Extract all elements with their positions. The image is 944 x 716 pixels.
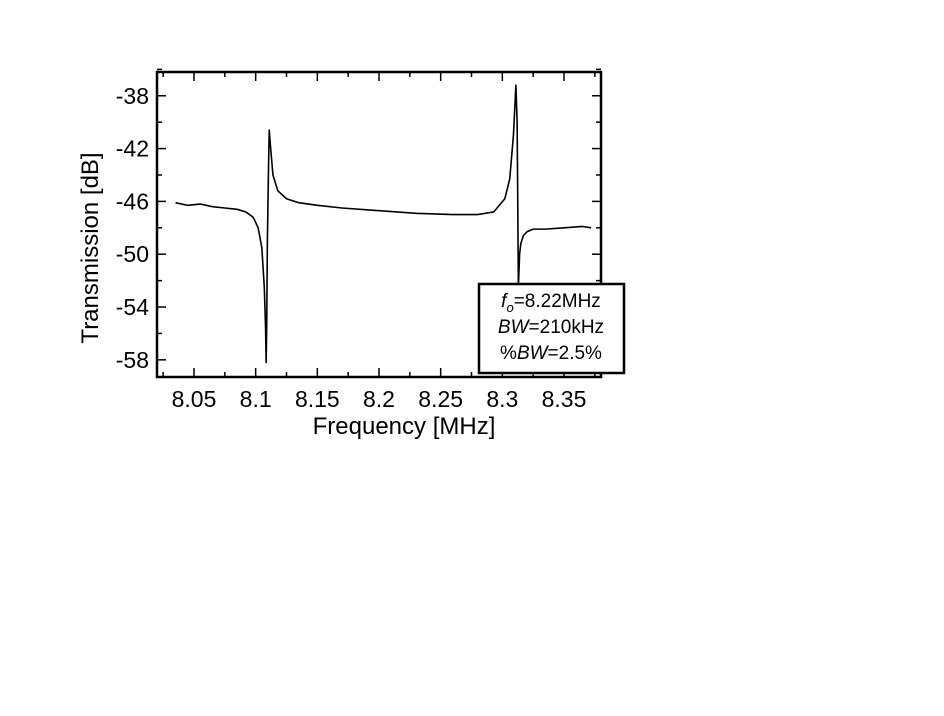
y-tick-label: -54 [116, 294, 149, 320]
x-tick-label: 8.1 [240, 386, 272, 412]
x-tick-label: 8.2 [363, 386, 395, 412]
x-tick-label: 8.25 [418, 386, 463, 412]
annotation-bw: BW=210kHz [498, 317, 604, 338]
annotation-pbw: %BW=2.5% [500, 343, 602, 364]
plot-layer [175, 84, 592, 364]
y-tick-label: -50 [116, 241, 149, 267]
y-tick-label: -46 [116, 188, 149, 214]
annotation-f0: fo=8.22MHz [501, 291, 601, 315]
annotation-frame [477, 282, 626, 375]
x-tick-label: 8.05 [172, 386, 217, 412]
annotation-box: fo=8.22MHz BW=210kHz %BW=2.5% [477, 282, 626, 375]
y-tick-label: -38 [116, 83, 149, 109]
series-line-0 [175, 84, 592, 364]
x-axis-title: Frequency [MHz] [313, 413, 496, 440]
x-tick-label: 8.35 [542, 386, 587, 412]
y-tick-label: -42 [116, 136, 149, 162]
y-axis-title: Transmission [dB] [77, 152, 104, 343]
x-tick-label: 8.15 [295, 386, 340, 412]
x-tick-label: 8.3 [486, 386, 518, 412]
ticks-layer: 8.05 8.1 8.15 8.2 8.25 8.3 8.35 -38 -42 -46 -50 -54… [116, 68, 601, 412]
y-tick-label: -58 [116, 347, 149, 373]
